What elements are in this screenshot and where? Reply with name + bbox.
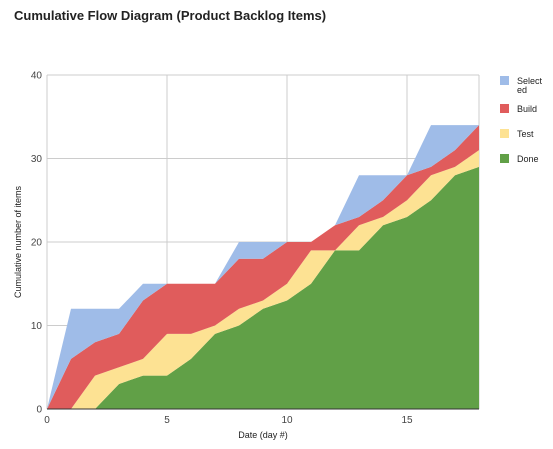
series-area-done	[47, 166, 479, 409]
x-tick-label: 10	[281, 415, 293, 426]
y-tick-label: 20	[31, 238, 43, 249]
legend-label-selected: Select ed	[517, 76, 543, 95]
chart-title: Cumulative Flow Diagram (Product Backlog…	[14, 8, 327, 23]
legend: Select ed Build Test Done	[500, 76, 543, 164]
legend-swatch-test	[500, 129, 509, 138]
series-area-selected	[47, 125, 479, 409]
x-axis-title: Date (day #)	[238, 430, 288, 440]
area-layer	[47, 125, 479, 409]
y-tick-label: 0	[36, 405, 42, 416]
x-tick-label: 15	[401, 415, 413, 426]
y-tick-label: 30	[31, 154, 43, 165]
legend-label-test: Test	[517, 129, 534, 139]
legend-swatch-done	[500, 154, 509, 163]
legend-swatch-build	[500, 104, 509, 113]
series-area-test	[47, 150, 479, 409]
y-tick-label: 40	[31, 71, 43, 82]
legend-label-done: Done	[517, 154, 539, 164]
y-axis-title: Cumulative number of items	[13, 185, 23, 298]
y-tick-label: 10	[31, 321, 43, 332]
series-area-build	[47, 125, 479, 409]
x-tick-label: 5	[164, 415, 170, 426]
tick-labels: 0 10 20 30 40 0 5 10 15	[31, 71, 413, 427]
legend-swatch-selected	[500, 76, 509, 85]
legend-label-build: Build	[517, 104, 537, 114]
x-tick-label: 0	[44, 415, 50, 426]
